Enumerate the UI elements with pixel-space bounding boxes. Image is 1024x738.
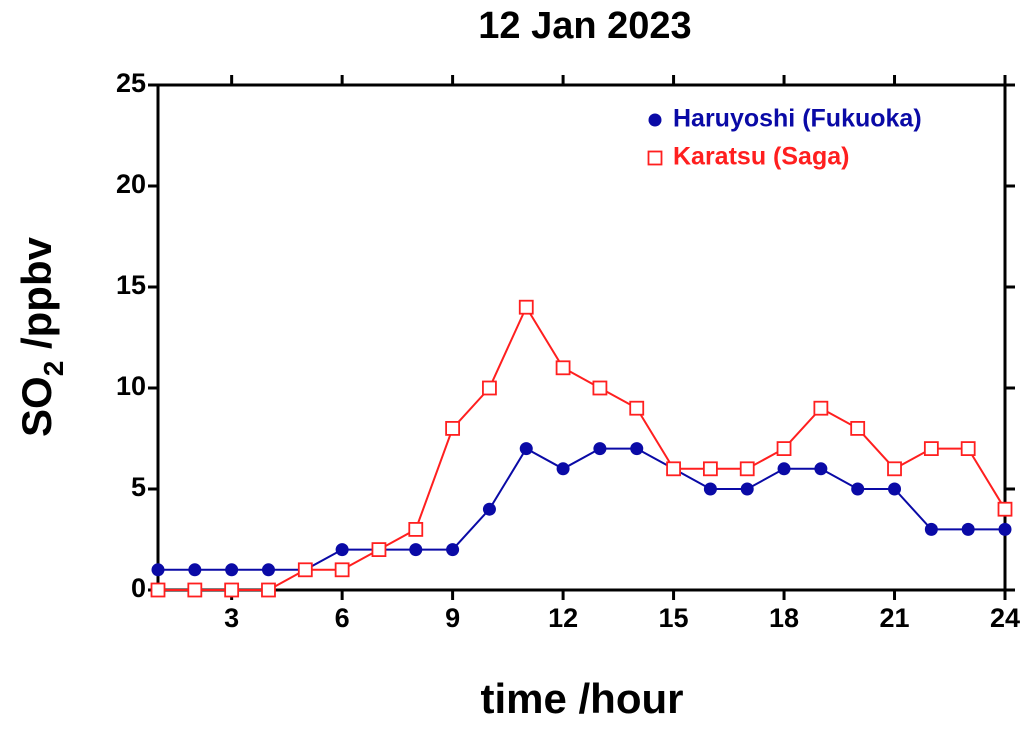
- series-line: [158, 305, 1006, 591]
- data-point: [593, 442, 607, 456]
- y-tick-label: 25: [116, 68, 146, 98]
- data-point: [556, 462, 570, 476]
- data-point: [261, 582, 276, 598]
- data-point: [777, 462, 791, 476]
- data-point: [776, 441, 792, 457]
- x-tick-label: 6: [335, 603, 350, 633]
- legend-marker: [648, 113, 662, 127]
- data-point: [740, 482, 754, 496]
- x-tick-label: 3: [224, 603, 239, 633]
- data-point: [187, 582, 203, 598]
- plot-frame: [156, 83, 1007, 592]
- data-point: [851, 482, 865, 496]
- chart-title: 12 Jan 2023: [478, 5, 691, 47]
- data-point: [666, 461, 681, 477]
- data-point: [446, 543, 460, 557]
- data-point: [445, 420, 461, 436]
- y-label-rest: /ppbv: [13, 236, 60, 360]
- y-tick-label: 15: [116, 270, 146, 300]
- legend-label: Haruyoshi (Fukuoka): [673, 105, 922, 133]
- data-point: [702, 461, 718, 477]
- data-point: [814, 462, 828, 476]
- x-tick-label: 15: [659, 603, 689, 633]
- data-point: [482, 502, 496, 516]
- data-point: [224, 582, 240, 598]
- x-tick-label: 24: [990, 603, 1020, 633]
- y-tick-label: 0: [131, 573, 146, 603]
- data-point: [519, 442, 533, 456]
- data-point: [555, 360, 571, 376]
- data-point: [629, 400, 645, 416]
- data-point: [998, 522, 1012, 536]
- x-tick-label: 18: [769, 603, 799, 633]
- data-point: [225, 563, 239, 577]
- data-point: [409, 543, 423, 557]
- data-point: [813, 400, 829, 416]
- data-point: [335, 543, 349, 557]
- y-tick-label: 20: [116, 169, 146, 199]
- x-tick-label: 12: [548, 603, 578, 633]
- data-point: [703, 482, 717, 496]
- y-label-sub: 2: [38, 361, 69, 377]
- data-point: [850, 420, 866, 436]
- data-point: [482, 380, 497, 396]
- data-point: [961, 522, 975, 536]
- legend-label: Karatsu (Saga): [673, 143, 849, 171]
- data-point: [923, 441, 939, 457]
- data-point: [408, 522, 424, 537]
- data-point: [997, 501, 1013, 517]
- y-label-main: SO: [13, 376, 60, 437]
- data-point: [960, 441, 976, 457]
- x-tick-label: 21: [879, 603, 909, 633]
- data-point: [630, 442, 644, 456]
- data-point: [150, 582, 166, 598]
- data-point: [188, 563, 202, 577]
- data-point: [888, 482, 902, 496]
- y-tick-label: 5: [131, 472, 146, 502]
- legend-marker: [647, 150, 663, 166]
- data-point: [887, 461, 902, 477]
- x-tick-label: 9: [445, 603, 460, 633]
- y-tick-label: 10: [116, 371, 146, 401]
- data-point: [518, 299, 534, 315]
- data-point: [739, 461, 755, 477]
- data-point: [261, 563, 275, 577]
- data-point: [924, 522, 938, 536]
- data-point: [592, 380, 608, 396]
- data-point: [151, 563, 165, 577]
- data-point: [297, 562, 313, 578]
- series-line: [158, 447, 1005, 571]
- x-axis-label: time /hour: [480, 675, 683, 722]
- data-point: [371, 542, 387, 557]
- data-point: [334, 562, 350, 578]
- y-axis-label: SO2 /ppbv: [13, 236, 69, 437]
